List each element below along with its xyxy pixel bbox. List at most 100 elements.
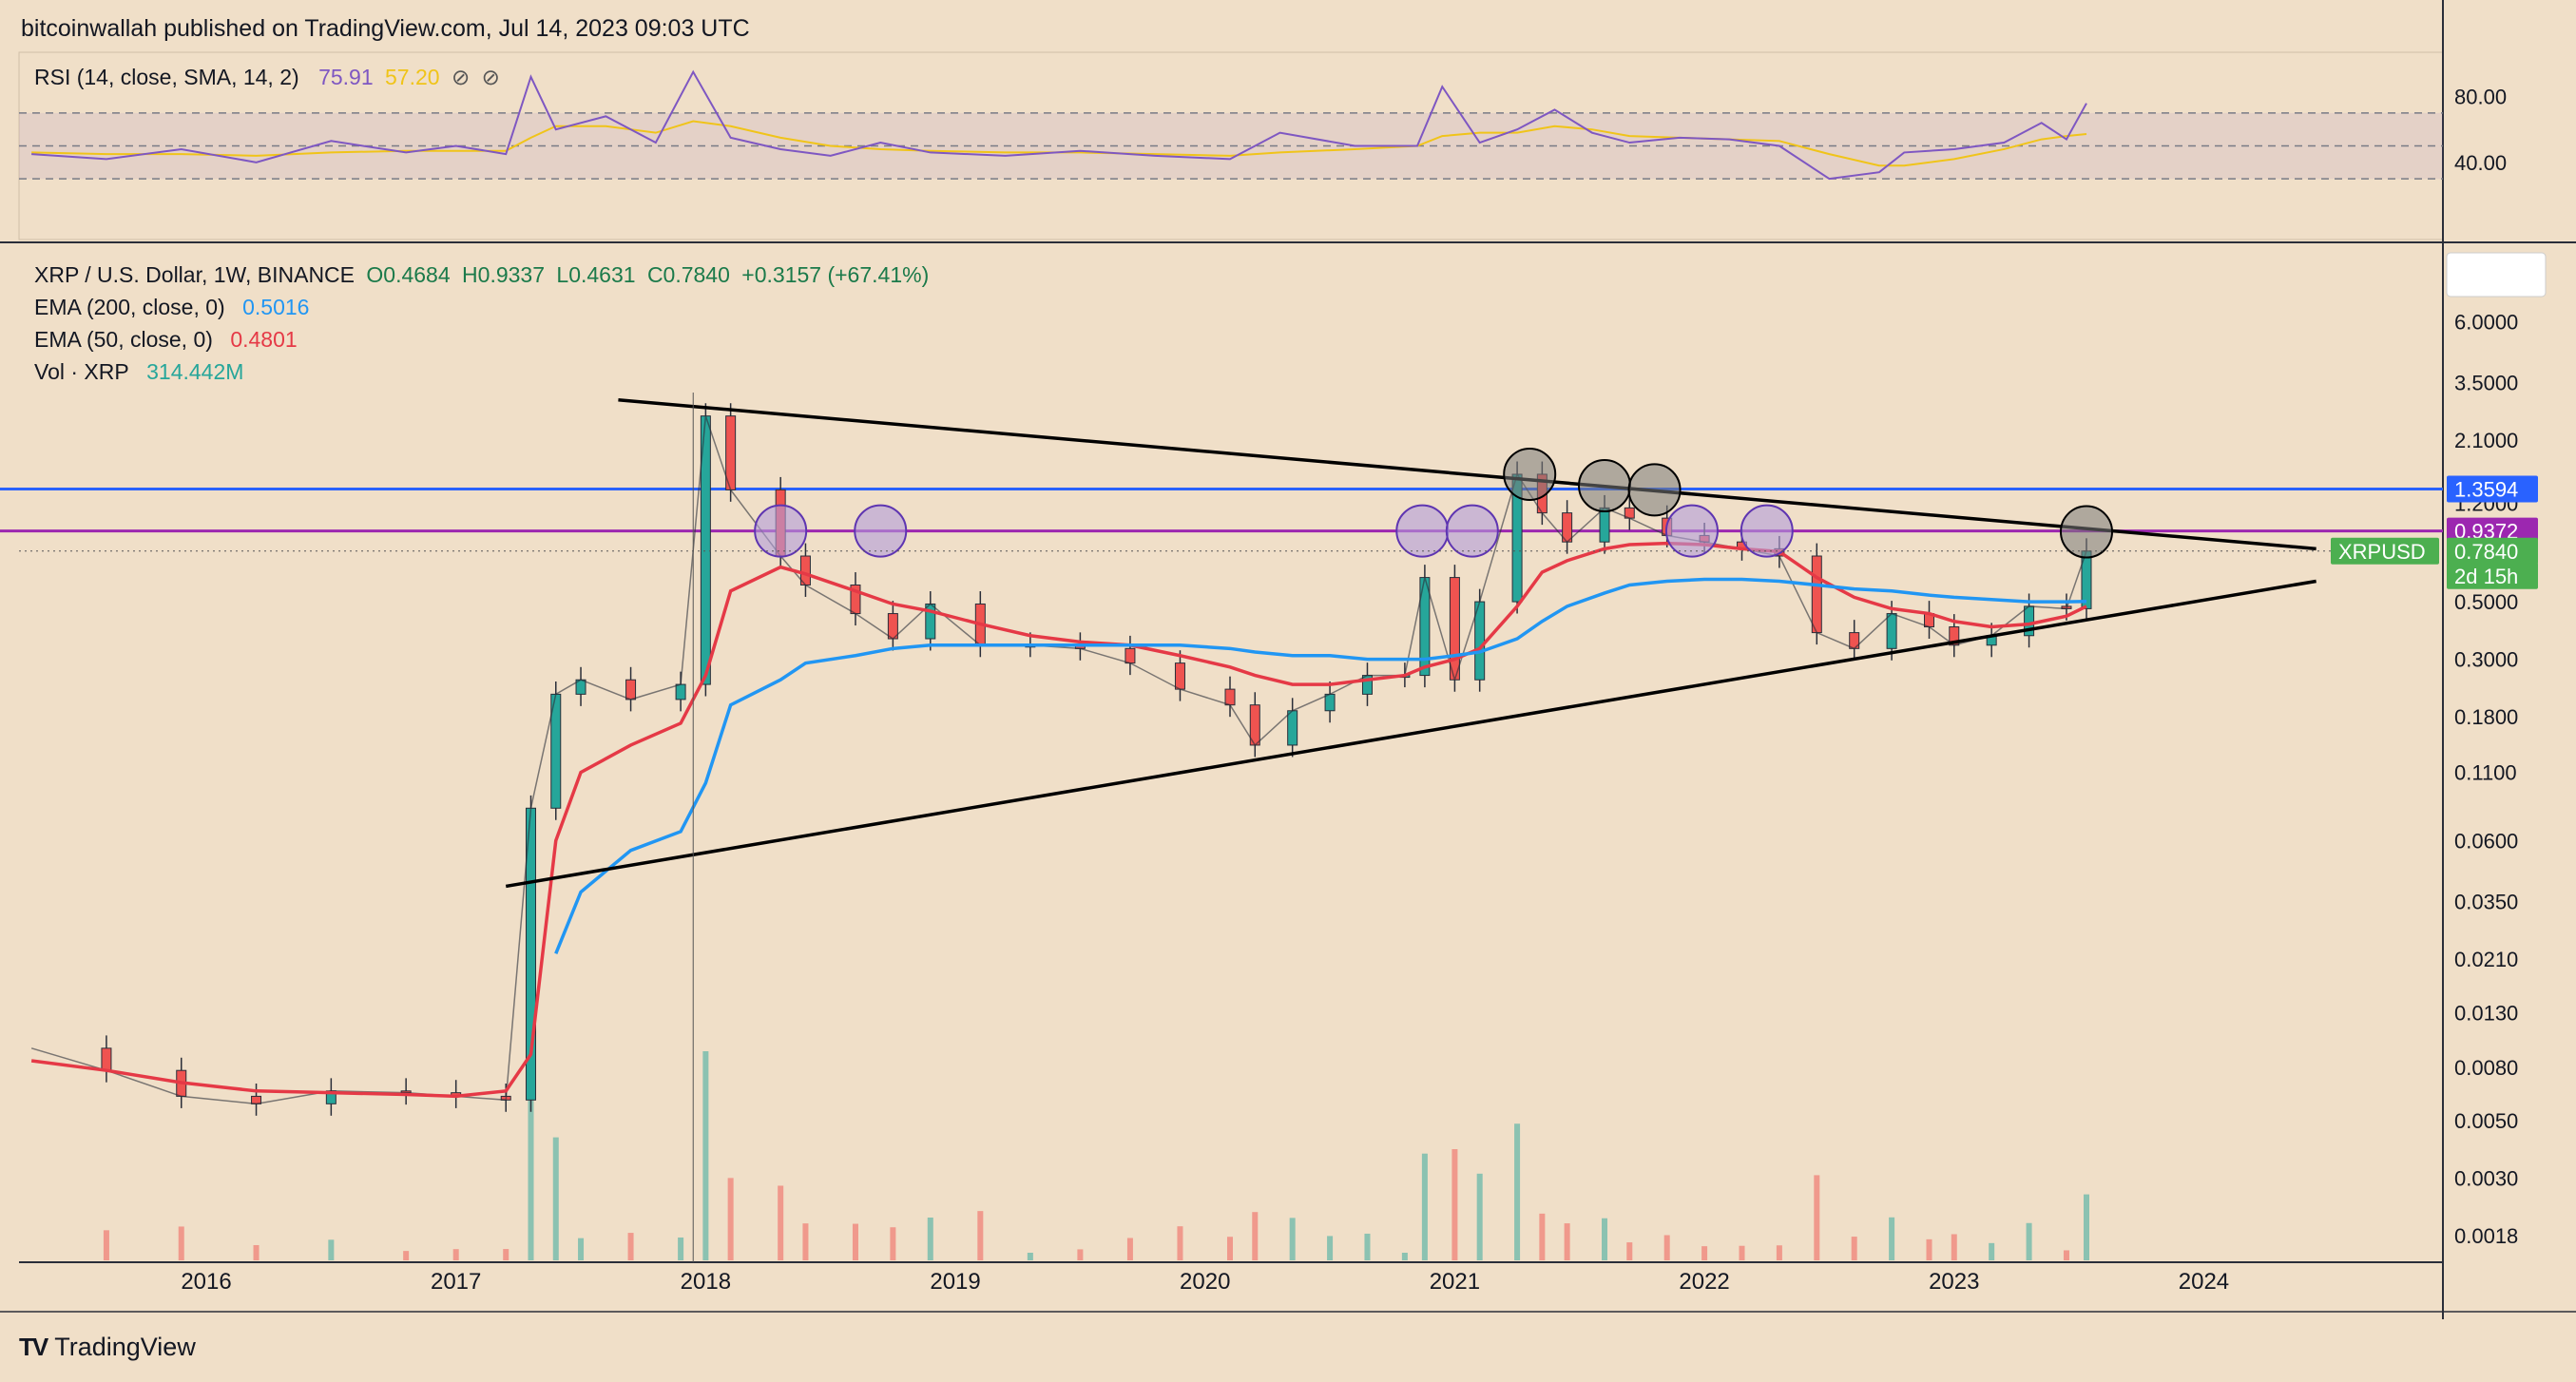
price-tick-label: 0.0210 (2454, 948, 2518, 971)
volume-bar (1027, 1253, 1033, 1260)
resistance-touch-circle (1740, 504, 1794, 558)
candle-body (1224, 688, 1236, 706)
volume-bar (403, 1251, 410, 1260)
volume-bar (1177, 1226, 1183, 1260)
resistance-touch-circle (1395, 504, 1450, 558)
upper-trendline (618, 397, 2316, 551)
volume-bar (1776, 1245, 1782, 1260)
price-tag-label: 0.7840 (2454, 540, 2518, 564)
price-tick-label: 0.0018 (2454, 1224, 2518, 1248)
candle-body (101, 1047, 112, 1071)
symbol-tag-label: XRPUSD (2338, 540, 2426, 564)
volume-bar (1289, 1218, 1296, 1260)
ohlc-close: C0.7840 (646, 262, 730, 287)
volume-value: 314.442M (146, 359, 244, 384)
candle-body (675, 683, 686, 701)
year-label: 2021 (1430, 1269, 1480, 1295)
candle-body (1174, 662, 1185, 690)
volume-bar (778, 1185, 784, 1260)
volume-bar (253, 1244, 260, 1260)
volume-bar (503, 1249, 509, 1260)
volume-bar (1602, 1218, 1608, 1260)
price-tag (2447, 517, 2538, 545)
price-line (30, 415, 2087, 1105)
candle-body (1811, 555, 1822, 634)
volume-bar (1889, 1217, 1895, 1260)
lower-trendline (505, 579, 2316, 889)
volume-bar (328, 1239, 335, 1260)
price-tick-label: 0.3000 (2454, 648, 2518, 672)
volume-bar (1514, 1123, 1521, 1260)
scale-box[interactable] (2446, 252, 2547, 298)
volume-bar (890, 1227, 896, 1260)
volume-bar (702, 1051, 709, 1260)
candle-body (1886, 613, 1897, 649)
volume-bar (1421, 1153, 1428, 1260)
trendline-touch-circle (1578, 459, 1632, 513)
price-tick-label: 0.0080 (2454, 1056, 2518, 1080)
year-label: 2022 (1679, 1269, 1729, 1295)
symbol-title: XRP / U.S. Dollar, 1W, BINANCE (34, 262, 356, 287)
volume-bar (1626, 1242, 1633, 1260)
ema200-legend: EMA (200, close, 0) 0.5016 (34, 295, 315, 320)
rsi-sma-line (31, 120, 2087, 167)
rsi-tick-label: 40.00 (2454, 151, 2507, 175)
volume-bar (727, 1178, 734, 1260)
resistance-touch-circle (754, 504, 808, 558)
price-tick-label: 0.1100 (2454, 761, 2517, 785)
volume-bar (2026, 1222, 2032, 1260)
trendline-touch-circle (1503, 447, 1557, 501)
volume-bar (2083, 1194, 2089, 1260)
candle-body (625, 679, 637, 701)
volume-label: Vol · XRP (34, 359, 129, 384)
year-label: 2017 (431, 1269, 481, 1295)
volume-bar (1252, 1212, 1259, 1260)
volume-bar (852, 1223, 858, 1260)
hide-icon[interactable]: ⊘ (481, 65, 500, 89)
price-tag-label: 1.3594 (2454, 478, 2518, 502)
rsi-title: RSI (14, close, SMA, 14, 2) (34, 65, 299, 89)
year-label: 2020 (1180, 1269, 1230, 1295)
volume-bar (1814, 1175, 1820, 1260)
resistance-touch-circle (1664, 504, 1719, 558)
volume-bar (1364, 1233, 1371, 1260)
rsi-line (31, 69, 2087, 181)
volume-bar (802, 1223, 809, 1260)
volume-bar (1739, 1245, 1745, 1260)
volume-bar (1401, 1253, 1408, 1260)
ema200-label: EMA (200, close, 0) (34, 295, 225, 319)
price-tag (2447, 562, 2538, 589)
candle-body (1324, 693, 1336, 712)
year-label: 2023 (1929, 1269, 1979, 1295)
price-tick-label: 0.0130 (2454, 1002, 2518, 1026)
ema50-legend: EMA (50, close, 0) 0.4801 (34, 327, 303, 353)
volume-bar (1926, 1238, 1932, 1260)
price-tick-label: 0.0350 (2454, 890, 2518, 913)
candle-body (1287, 710, 1298, 746)
year-label: 2018 (681, 1269, 731, 1295)
volume-bar (1539, 1213, 1546, 1260)
trendline-touch-circle (1627, 463, 1682, 517)
price-tick-label: 0.0600 (2454, 829, 2518, 853)
candle-body (1449, 577, 1460, 681)
ema200-line (554, 577, 2087, 954)
volume-bar (552, 1137, 559, 1260)
price-tick-label: 0.0050 (2454, 1109, 2518, 1133)
price-tick-label: 0.1800 (2454, 705, 2518, 729)
candle-body (1125, 647, 1136, 664)
volume-bar (528, 1051, 534, 1260)
tradingview-logo[interactable]: TV TradingView (19, 1333, 196, 1362)
volume-bar (1951, 1234, 1957, 1260)
rsi-legend: RSI (14, close, SMA, 14, 2) 75.91 57.20 … (34, 65, 506, 90)
year-label: 2024 (2179, 1269, 2229, 1295)
symbol-tag (2331, 537, 2439, 565)
tradingview-brand: TradingView (54, 1333, 196, 1361)
hide-icon[interactable]: ⊘ (451, 65, 471, 89)
price-tag (2447, 475, 2538, 503)
volume-bar (977, 1211, 984, 1260)
volume-bar (2063, 1250, 2069, 1260)
volume-bar (578, 1238, 585, 1260)
ohlc-low: L0.4631 (556, 262, 636, 287)
ema200-value: 0.5016 (242, 295, 310, 319)
volume-bar (1701, 1246, 1708, 1260)
